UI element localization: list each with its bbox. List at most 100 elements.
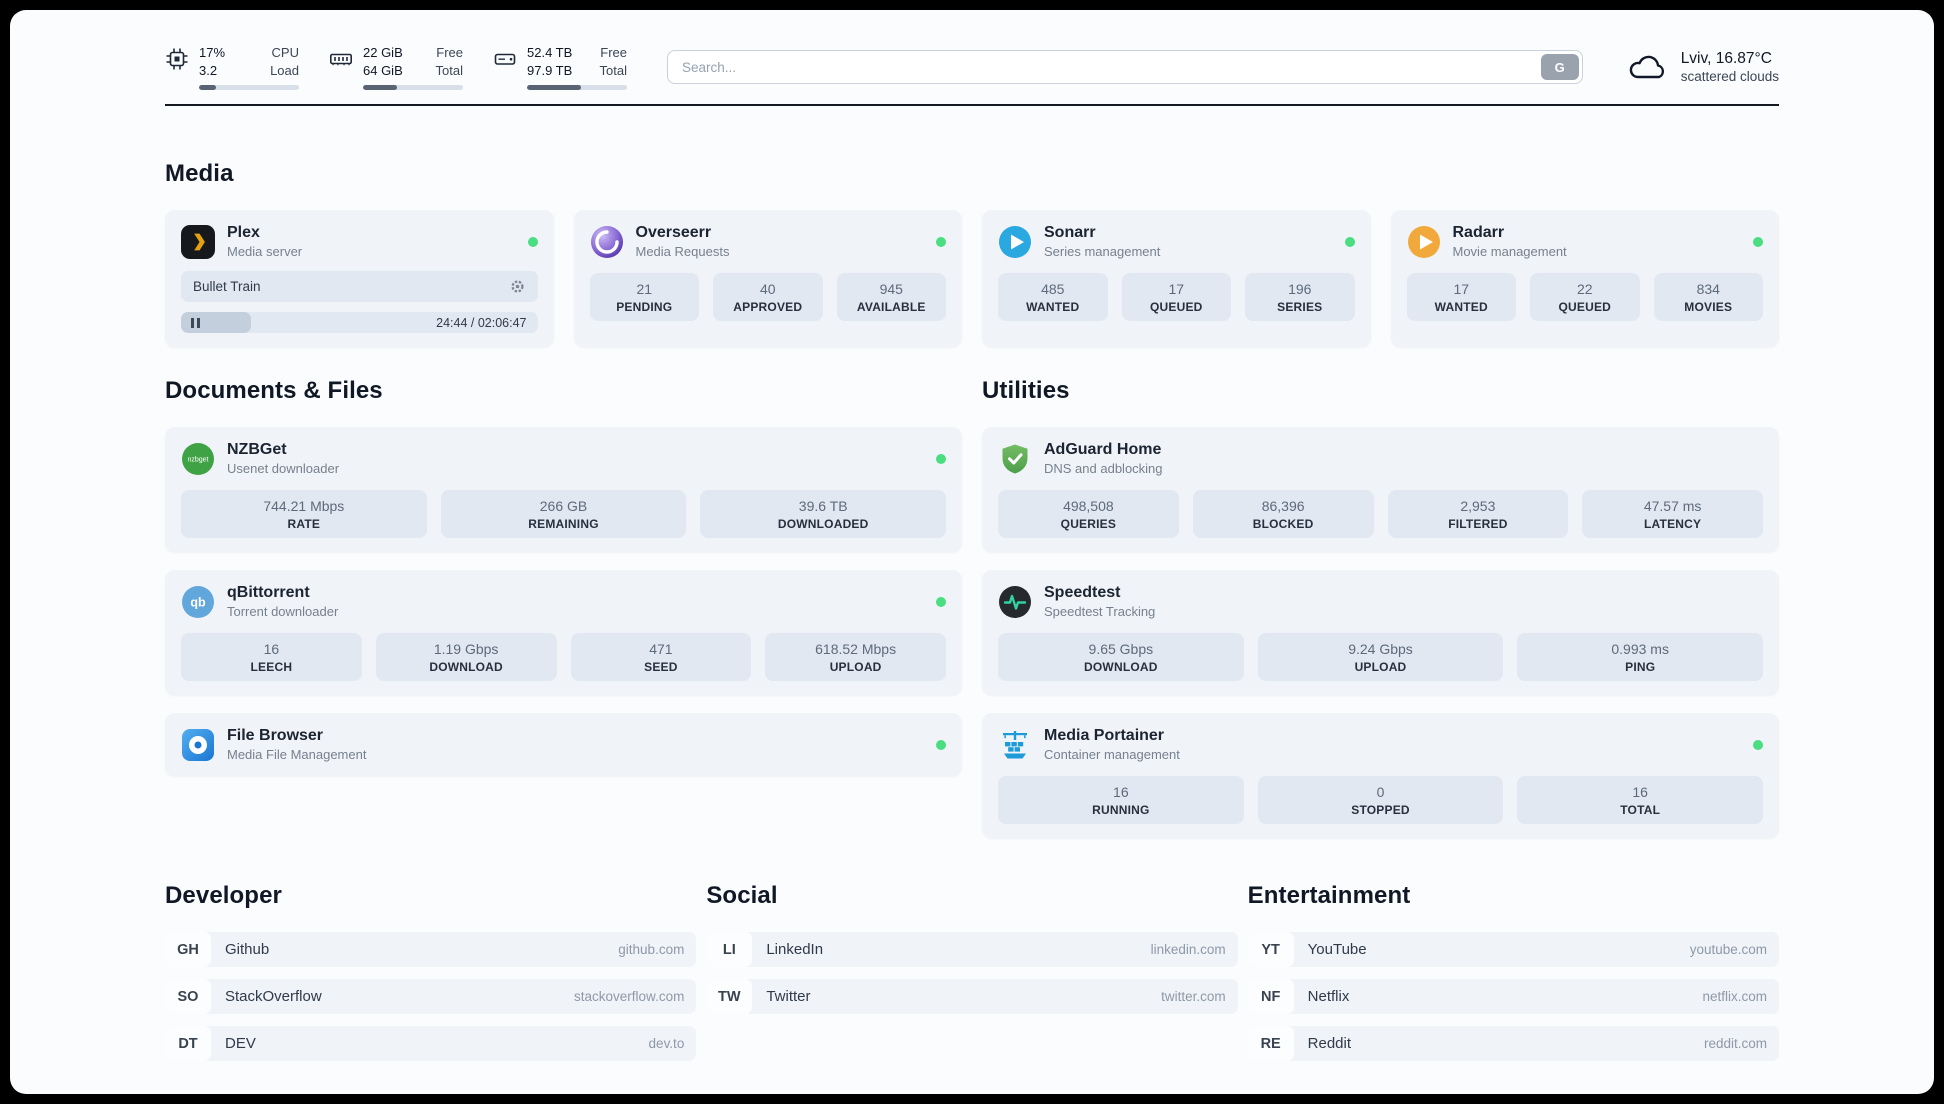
search-bar: G [667,50,1583,85]
bookmark-abbr: NF [1247,979,1294,1015]
app-subtitle: Usenet downloader [227,461,340,477]
ram-total: 64 GiB [363,62,403,78]
app-subtitle: Media File Management [227,747,367,763]
stat-box: 834 MOVIES [1653,273,1763,322]
stat-value: 0 [1376,784,1385,801]
status-dot [936,739,946,750]
bookmark-linkedin[interactable]: LI LinkedIn linkedin.com [706,932,1238,968]
stat-label: LATENCY [1644,517,1702,532]
sonarr-icon [998,225,1032,259]
bookmark-abbr: DT [165,1026,211,1062]
app-subtitle: Speedtest Tracking [1044,604,1156,620]
stat-box: 16 RUNNING [998,776,1244,825]
bookmark-dev[interactable]: DT DEV dev.to [165,1026,697,1062]
stat-value: 834 [1696,281,1720,298]
stat-box: 498,508 QUERIES [998,490,1179,539]
bookmark-name: LinkedIn [766,941,824,959]
ram-icon [329,47,353,71]
disk-bar-fill [527,85,581,91]
status-dot [1753,236,1763,247]
adguard-card[interactable]: AdGuard Home DNS and adblocking 498,508 Q… [982,427,1779,553]
stat-label: MOVIES [1684,300,1733,315]
stat-value: 22 [1576,281,1593,298]
status-dot [936,236,946,247]
qbittorrent-icon: qb [181,585,215,619]
bookmark-github[interactable]: GH Github github.com [165,932,697,968]
media-section-title: Media [165,160,234,188]
stat-value: 266 GB [539,498,588,515]
cpu-label-2: Load [270,62,299,78]
qbittorrent-card[interactable]: qb qBittorrent Torrent downloader 16 LEEC… [165,570,962,696]
cloud-icon [1627,52,1669,82]
stat-box: 9.24 Gbps UPLOAD [1257,633,1504,682]
app-subtitle: Series management [1044,244,1161,260]
app-name: NZBGet [227,441,287,459]
adguard-icon [998,442,1032,476]
pause-icon[interactable] [191,317,200,328]
speedtest-card[interactable]: Speedtest Speedtest Tracking 9.65 Gbps DO… [982,570,1779,696]
stat-box: 22 QUEUED [1530,273,1640,322]
ram-bar-fill [363,85,397,91]
nzbget-card[interactable]: nzbget NZBGet Usenet downloader 744.21 M… [165,427,962,553]
plex-card[interactable]: Plex Media server Bullet Train 24:44 / 0… [165,210,554,348]
status-dot [936,453,946,464]
app-name: Overseerr [635,224,712,242]
playback-progress-bar[interactable]: 24:44 / 02:06:47 [181,312,538,334]
bookmark-domain: netflix.com [1702,989,1767,1005]
bookmark-stackoverflow[interactable]: SO StackOverflow stackoverflow.com [165,979,697,1015]
stat-label: WANTED [1026,300,1080,315]
sonarr-card[interactable]: Sonarr Series management 485 WANTED 17 QUE… [982,210,1371,348]
stat-value: 196 [1288,281,1312,298]
overseerr-card[interactable]: Overseerr Media Requests 21 PENDING 40 APP… [573,210,962,348]
bookmark-abbr: SO [165,979,211,1015]
playback-time: 24:44 / 02:06:47 [436,315,527,330]
stat-value: 40 [759,281,776,298]
bookmark-reddit[interactable]: RE Reddit reddit.com [1247,1026,1779,1062]
bookmark-youtube[interactable]: YT YouTube youtube.com [1247,932,1779,968]
gear-icon[interactable] [509,278,526,295]
ram-label-2: Total [435,62,463,78]
bookmark-name: Reddit [1307,1035,1352,1053]
social-column: Social LI LinkedIn linkedin.com TW Twitt… [706,882,1238,1073]
search-input[interactable] [667,50,1583,85]
stat-box: 39.6 TB DOWNLOADED [700,490,947,539]
ram-label-1: Free [436,45,463,60]
radarr-card[interactable]: Radarr Movie management 17 WANTED 22 QUEUE… [1390,210,1779,348]
bookmark-domain: dev.to [648,1036,685,1052]
cpu-bar [199,85,299,91]
stat-value: 47.57 ms [1643,498,1702,515]
stat-value: 17 [1168,281,1185,298]
portainer-card[interactable]: Media Portainer Container management 16 R… [982,713,1779,839]
stat-value: 945 [879,281,903,298]
stat-value: 9.24 Gbps [1348,641,1413,658]
disk-label-2: Total [599,62,627,78]
app-subtitle: Movie management [1452,244,1567,260]
bookmark-netflix[interactable]: NF Netflix netflix.com [1247,979,1779,1015]
stat-label: PING [1625,660,1656,675]
stat-value: 16 [1113,784,1129,801]
stat-label: DOWNLOAD [1084,660,1158,675]
bookmark-abbr: LI [706,932,753,968]
stat-value: 39.6 TB [798,498,848,515]
now-playing-title: Bullet Train [193,279,261,295]
ram-widget: 22 GiB Free 64 GiB Total [329,44,463,91]
stat-label: BLOCKED [1252,517,1314,532]
developer-column: Developer GH Github github.com SO StackO… [165,882,697,1073]
status-dot [1344,236,1355,247]
cpu-load: 3.2 [199,62,218,78]
filebrowser-icon [181,728,215,762]
app-name: Plex [227,224,260,242]
app-name: File Browser [227,727,324,745]
bookmark-twitter[interactable]: TW Twitter twitter.com [706,979,1238,1015]
app-subtitle: DNS and adblocking [1044,461,1163,477]
filebrowser-card[interactable]: File Browser Media File Management [165,713,962,777]
search-engine-button[interactable]: G [1540,54,1579,81]
app-subtitle: Torrent downloader [227,604,339,620]
app-subtitle: Media server [227,244,303,260]
stat-value: 16 [1632,784,1648,801]
stat-value: 744.21 Mbps [263,498,345,515]
bookmark-name: Github [225,941,270,959]
bookmark-domain: github.com [618,942,685,958]
weather-widget[interactable]: Lviv, 16.87°C scattered clouds [1627,50,1779,84]
